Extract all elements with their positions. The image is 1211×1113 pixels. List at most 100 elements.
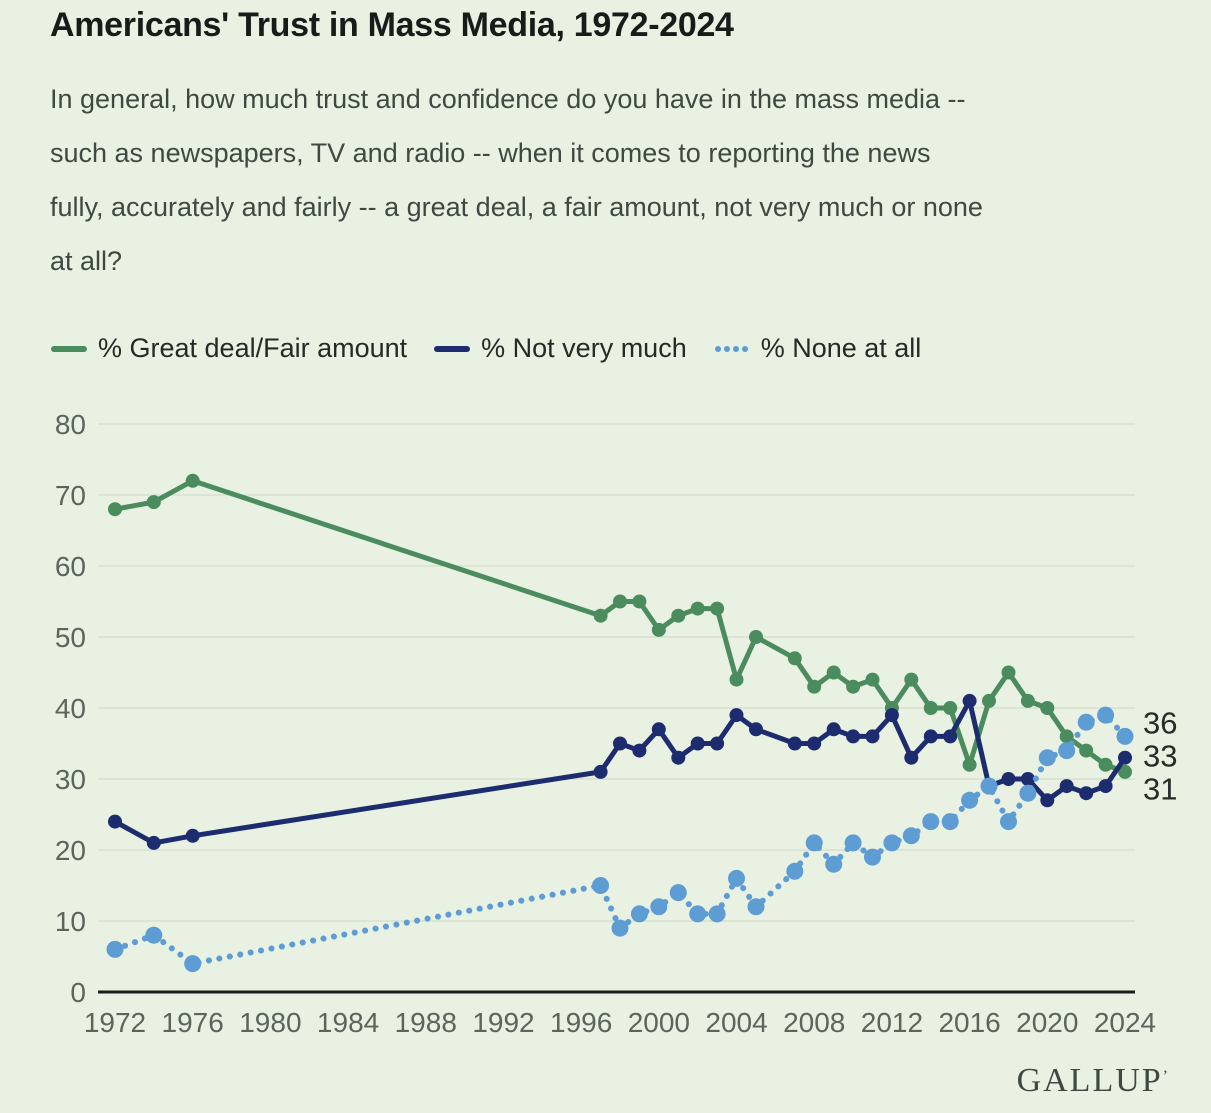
legend-label: % Not very much: [481, 333, 687, 363]
x-tick-label: 1972: [84, 1007, 146, 1038]
data-point: [1097, 706, 1115, 724]
y-tick-label: 80: [55, 409, 86, 440]
x-tick-label: 1988: [395, 1007, 457, 1038]
data-point: [632, 594, 647, 609]
data-point: [943, 729, 958, 744]
x-tick-label: 1976: [162, 1007, 224, 1038]
data-point: [145, 926, 163, 944]
data-point: [844, 834, 862, 852]
data-point: [146, 835, 161, 850]
data-point: [1040, 701, 1055, 715]
data-point: [826, 722, 841, 737]
data-point: [108, 814, 122, 829]
x-tick-label: 2004: [705, 1007, 767, 1038]
legend-line-swatch-green-icon: [51, 345, 87, 352]
gallup-logo: GALLUP: [1016, 1062, 1163, 1099]
data-point: [787, 736, 802, 751]
data-point: [1001, 665, 1016, 680]
data-point: [106, 940, 124, 958]
survey-question-text: In general, how much trust and confidenc…: [50, 84, 983, 276]
data-point: [962, 693, 977, 708]
x-tick-label: 1996: [550, 1007, 612, 1038]
data-point: [689, 905, 707, 923]
y-tick-label: 50: [55, 622, 86, 653]
y-tick-label: 40: [55, 693, 86, 724]
trust-in-media-line-chart: 0 10 20 30 40 50 60 70 80 1972 1976 1980 1984 1988 199…: [55, 409, 1178, 1038]
data-point: [982, 693, 996, 708]
data-point: [185, 473, 200, 488]
data-point: [613, 736, 627, 751]
data-point: [184, 955, 202, 973]
data-point: [1000, 813, 1017, 831]
data-point: [1059, 779, 1074, 794]
x-tick-label: 2008: [783, 1007, 845, 1038]
data-point: [671, 750, 686, 765]
data-point: [1001, 772, 1016, 786]
data-point: [671, 608, 686, 623]
data-point: [592, 877, 610, 894]
data-point: [904, 672, 919, 687]
data-point: [593, 764, 608, 779]
data-point: [613, 594, 627, 609]
data-point: [786, 862, 804, 880]
data-point: [1079, 786, 1094, 801]
legend-item-not-very-much: % Not very much: [433, 333, 687, 364]
data-point: [883, 834, 901, 852]
x-tick-label: 1992: [472, 1007, 534, 1038]
legend-dotted-swatch-blue-icon: [714, 345, 748, 352]
x-tick-label: 1980: [239, 1007, 301, 1038]
page-title: Americans' Trust in Mass Media, 1972-202…: [50, 6, 734, 44]
data-point: [611, 919, 629, 937]
data-point: [650, 898, 668, 916]
trademark-icon: ’: [1162, 1068, 1170, 1085]
legend-item-great-deal-fair-amount: % Great deal/Fair amount: [50, 333, 407, 364]
data-point: [749, 630, 763, 644]
data-point: [729, 672, 744, 687]
data-point: [1059, 729, 1074, 744]
data-point: [632, 743, 647, 758]
data-point: [884, 708, 899, 723]
data-point: [669, 884, 687, 902]
data-point: [980, 777, 998, 795]
chart-legend: % Great deal/Fair amount % Not very much…: [50, 333, 921, 364]
data-point: [690, 736, 705, 751]
data-point: [1019, 784, 1037, 802]
data-point: [865, 729, 880, 744]
data-point: [1118, 764, 1132, 779]
data-point: [1116, 727, 1134, 745]
legend-line-swatch-navy-icon: [434, 345, 471, 352]
y-tick-label: 70: [55, 480, 86, 511]
x-tick-label: 1984: [317, 1007, 379, 1038]
data-point: [787, 651, 802, 666]
data-point: [1020, 772, 1035, 786]
series-end-value-label: 33: [1143, 738, 1177, 773]
data-point: [630, 905, 648, 923]
data-point: [747, 898, 765, 916]
data-point: [593, 608, 608, 623]
y-tick-label: 0: [70, 977, 86, 1008]
data-point: [904, 750, 919, 765]
x-tick-label: 2024: [1094, 1007, 1156, 1038]
chart-area: 0 10 20 30 40 50 60 70 80 1972 1976 1980 1984 1988 199…: [0, 400, 1211, 1070]
footer: GALLUP’: [1017, 1062, 1170, 1100]
data-point: [826, 665, 841, 680]
x-tick-label: 2000: [628, 1007, 690, 1038]
x-tick-label: 2016: [938, 1007, 1000, 1038]
data-point: [1098, 779, 1113, 794]
x-tick-label: 2012: [861, 1007, 923, 1038]
data-point: [865, 672, 880, 687]
data-point: [923, 701, 938, 715]
y-tick-label: 20: [55, 835, 86, 866]
data-point: [962, 757, 977, 772]
data-point: [710, 601, 725, 616]
data-point: [651, 622, 666, 637]
data-point: [941, 813, 959, 831]
data-point: [708, 905, 726, 923]
data-point: [864, 848, 881, 866]
data-point: [146, 495, 161, 510]
data-point: [690, 601, 705, 616]
data-point: [728, 869, 745, 887]
data-point: [846, 729, 861, 744]
legend-label: % None at all: [760, 333, 922, 363]
data-point: [805, 834, 823, 852]
